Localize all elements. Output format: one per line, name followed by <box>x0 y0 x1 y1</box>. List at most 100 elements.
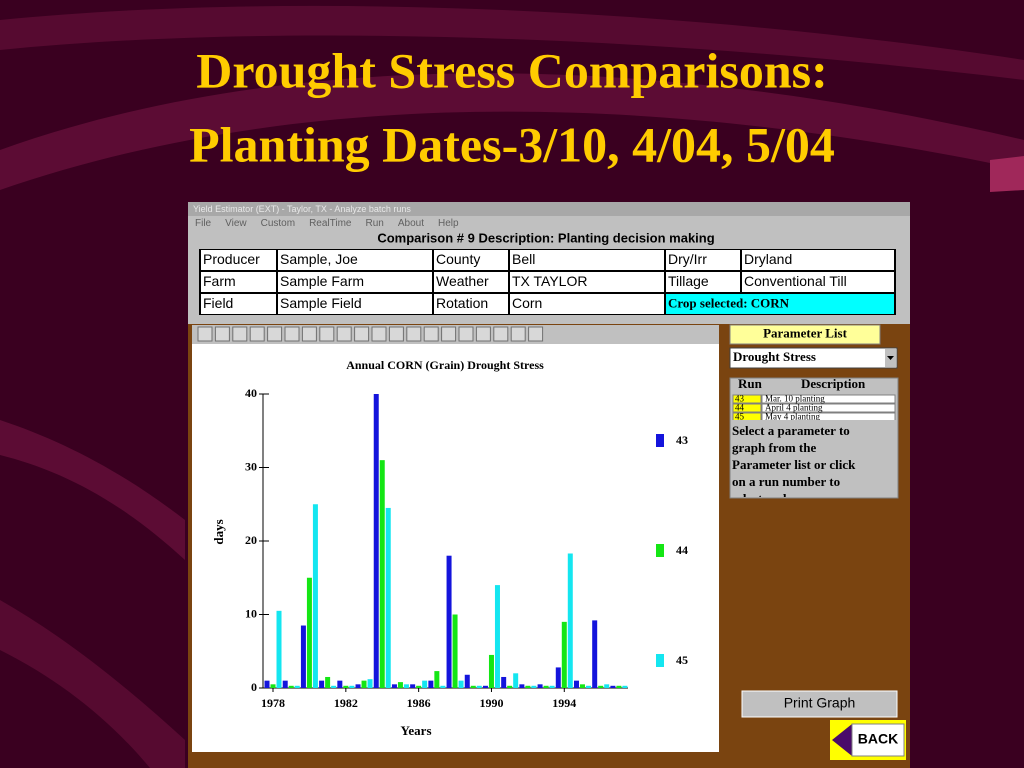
run-description: Mar. 10 planting <box>765 394 825 404</box>
legend-label: 44 <box>676 543 688 557</box>
run-header: Run <box>738 376 763 391</box>
table-text: Dry/Irr <box>668 251 707 267</box>
back-arrow <box>832 724 852 756</box>
legend-swatch <box>656 434 664 447</box>
title-bar <box>188 202 910 216</box>
bar <box>288 685 294 688</box>
bar <box>452 614 458 688</box>
menu-item[interactable]: RealTime <box>309 218 352 229</box>
swoosh <box>0 5 1024 80</box>
bar <box>391 684 397 688</box>
bar <box>555 667 561 688</box>
run-id-cell[interactable] <box>732 394 762 404</box>
legend-swatch <box>656 654 664 667</box>
help-line: Parameter list or click <box>732 457 856 472</box>
bar <box>573 680 579 688</box>
parameter-dropdown[interactable] <box>729 347 898 369</box>
table-text: Crop selected: CORN <box>668 295 790 310</box>
toolbar-button[interactable] <box>284 326 300 342</box>
table-text: County <box>436 251 480 267</box>
bar <box>379 460 385 688</box>
table-text: Sample, Joe <box>280 251 358 267</box>
menu-item[interactable]: About <box>398 218 424 229</box>
table-cell <box>278 272 432 292</box>
table-cell <box>666 250 740 270</box>
run-list: 43 Mar. 10 planting 44 April 4 planting 45 Ma… <box>732 394 896 422</box>
toolbar-button[interactable] <box>371 326 387 342</box>
toolbar-button[interactable] <box>301 326 317 342</box>
bar <box>416 685 422 688</box>
print-button-label: Print Graph <box>784 695 856 711</box>
bar <box>373 394 379 688</box>
run-desc-cell <box>761 412 896 420</box>
parameter-list-label <box>729 324 881 345</box>
toolbar-button[interactable] <box>319 326 335 342</box>
bar <box>579 684 585 688</box>
toolbar-button[interactable] <box>388 326 404 342</box>
run-id: 45 <box>735 412 745 422</box>
table-cell <box>666 272 740 292</box>
run-id-cell[interactable] <box>732 412 762 421</box>
table-text: Dryland <box>744 251 792 267</box>
comparison-heading: Comparison # 9 Description: Planting dec… <box>377 230 714 245</box>
y-tick-label: 10 <box>245 606 257 620</box>
toolbar-button[interactable] <box>232 326 248 342</box>
bar <box>306 577 312 688</box>
toolbar-button[interactable] <box>441 326 457 342</box>
help-line: graph from the <box>732 440 816 455</box>
toolbar-button[interactable] <box>214 326 230 342</box>
bar <box>349 685 355 688</box>
table-text: Field <box>203 295 233 311</box>
bar <box>494 585 500 688</box>
toolbar-button[interactable] <box>475 326 491 342</box>
bar <box>525 685 531 688</box>
toolbar-button[interactable] <box>336 326 352 342</box>
x-tick-label: 1982 <box>334 696 358 710</box>
menu-item[interactable]: Custom <box>261 218 295 229</box>
bar <box>598 685 604 688</box>
bar <box>476 685 482 688</box>
bar <box>567 553 573 688</box>
bar <box>610 685 616 688</box>
run-description: May 4 planting <box>765 412 820 422</box>
print-button[interactable] <box>741 690 898 718</box>
menu-item[interactable]: File <box>195 218 212 229</box>
bar <box>592 620 598 688</box>
bar <box>482 685 488 688</box>
swoosh <box>990 156 1024 192</box>
table-cell <box>510 272 664 292</box>
menu-item[interactable]: Run <box>366 218 384 229</box>
menu-item[interactable]: View <box>225 218 247 229</box>
toolbar-button[interactable] <box>423 326 439 342</box>
bar <box>549 685 555 688</box>
table-cell <box>434 294 508 314</box>
toolbar-button[interactable] <box>510 326 526 342</box>
back-label-box <box>851 723 905 757</box>
run-id-cell[interactable] <box>732 403 762 413</box>
toolbar-button[interactable] <box>354 326 370 342</box>
toolbar-button[interactable] <box>249 326 265 342</box>
table-text: Bell <box>512 251 535 267</box>
bar <box>319 680 325 688</box>
toolbar-button[interactable] <box>458 326 474 342</box>
menu-item[interactable]: Help <box>438 218 459 229</box>
toolbar-button[interactable] <box>267 326 283 342</box>
swoosh <box>0 420 185 560</box>
table-cell <box>201 250 276 270</box>
slide-title: Drought Stress Comparisons: <box>196 42 828 98</box>
toolbar-button[interactable] <box>493 326 509 342</box>
bar <box>361 680 367 688</box>
bar <box>276 610 282 688</box>
table-cell <box>434 250 508 270</box>
bar <box>294 685 300 688</box>
run-description: April 4 planting <box>765 403 823 413</box>
bar <box>343 685 349 688</box>
back-label: BACK <box>858 731 898 747</box>
bar <box>385 507 391 688</box>
table-cell <box>434 272 508 292</box>
toolbar-button[interactable] <box>528 326 544 342</box>
x-tick-label: 1986 <box>407 696 431 710</box>
toolbar-button[interactable] <box>197 326 213 342</box>
toolbar-button[interactable] <box>406 326 422 342</box>
y-tick-label: 20 <box>245 533 257 547</box>
